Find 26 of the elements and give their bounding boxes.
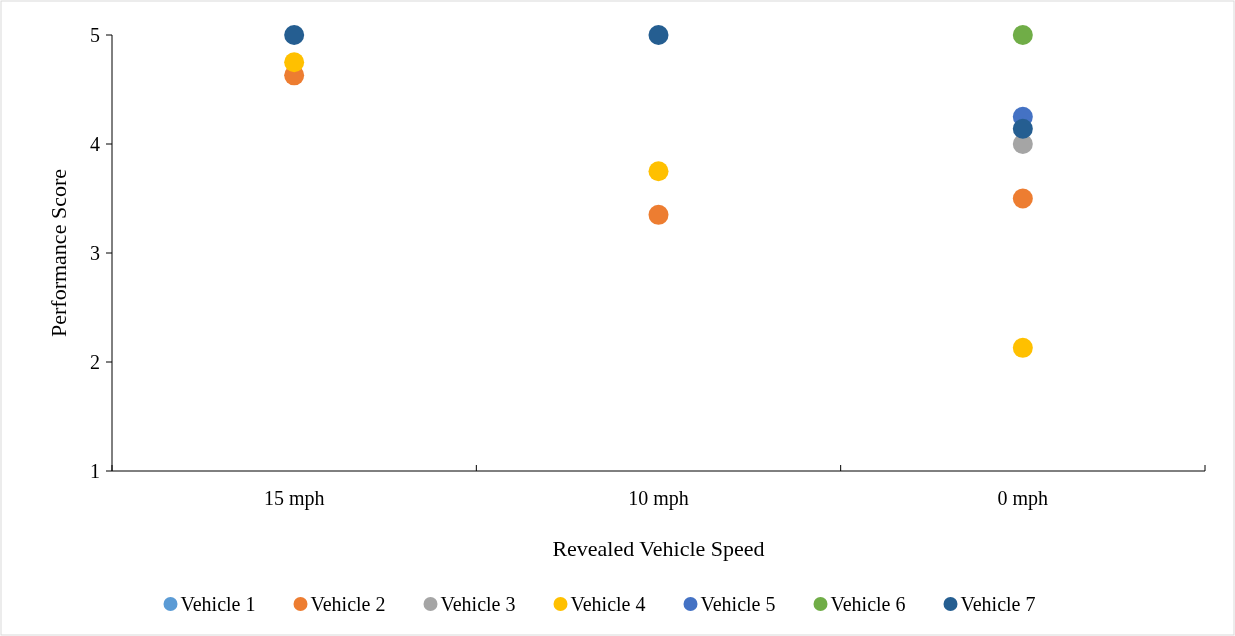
point [284, 52, 305, 73]
point [284, 25, 305, 45]
point [1012, 337, 1033, 358]
y-tick-label: 2 [90, 351, 100, 373]
legend-label: Vehicle 4 [570, 593, 646, 615]
y-tick-label: 3 [90, 242, 100, 264]
point [648, 25, 669, 45]
y-tick-label: 5 [90, 24, 100, 46]
y-tick-label: 4 [90, 133, 100, 155]
x-tick-label: 15 mph [263, 487, 325, 510]
legend-label: Vehicle 5 [700, 593, 776, 615]
y-tick-label: 1 [90, 460, 100, 482]
x-tick-label: 0 mph [997, 487, 1049, 510]
y-axis-title: Performance Score [46, 169, 71, 337]
legend-label: Vehicle 7 [960, 593, 1036, 615]
legend-label: Vehicle 1 [180, 593, 256, 615]
x-axis-title: Revealed Vehicle Speed [552, 536, 765, 561]
legend-label: Vehicle 3 [440, 593, 516, 615]
legend-label: Vehicle 2 [310, 593, 386, 615]
legend-label: Vehicle 6 [830, 593, 906, 615]
point [1012, 118, 1033, 139]
point [1012, 25, 1033, 45]
point [1012, 188, 1033, 209]
point [648, 161, 669, 182]
x-tick-label: 10 mph [628, 487, 689, 510]
point [648, 204, 669, 225]
